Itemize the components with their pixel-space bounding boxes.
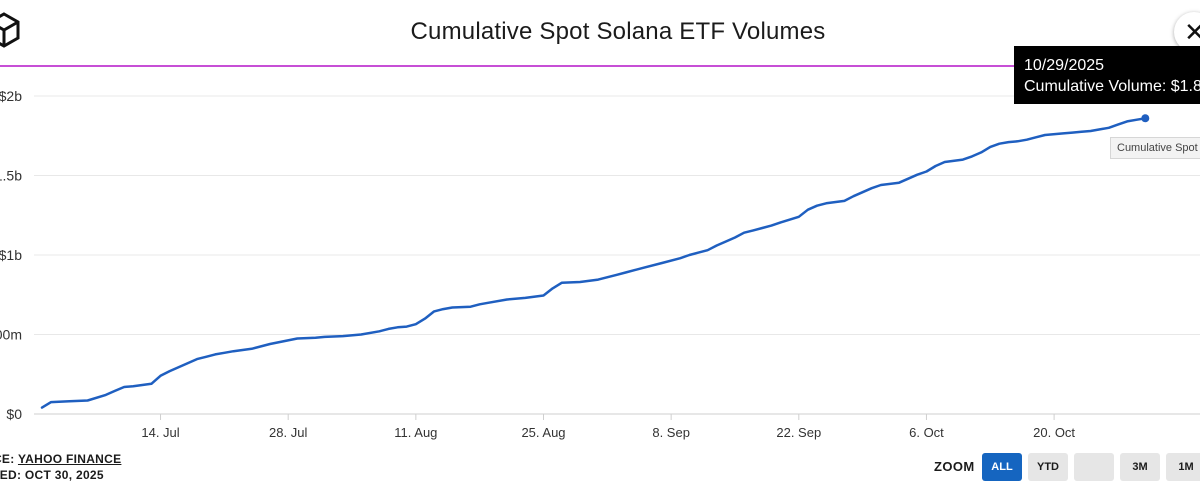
accent-divider bbox=[0, 65, 1200, 67]
zoom-1m-button[interactable]: 1M bbox=[1166, 453, 1200, 481]
series-label-tag: Cumulative Spot bbox=[1110, 137, 1200, 159]
close-icon: ✕ bbox=[1184, 18, 1200, 48]
series-end-point bbox=[1141, 114, 1150, 123]
zoom-blank-button[interactable] bbox=[1074, 453, 1114, 481]
x-tick-label: 20. Oct bbox=[1033, 425, 1075, 440]
x-tick-label: 25. Aug bbox=[521, 425, 565, 440]
updated-note: ATED: OCT 30, 2025 bbox=[0, 468, 104, 482]
x-tick-label: 22. Sep bbox=[776, 425, 821, 440]
y-tick-label: $1b bbox=[0, 247, 22, 263]
chart-title: Cumulative Spot Solana ETF Volumes bbox=[410, 18, 826, 45]
y-tick-label: $2b bbox=[0, 88, 22, 104]
brand-logo-icon bbox=[0, 12, 20, 48]
y-tick-label: 1.5b bbox=[0, 168, 22, 184]
close-button[interactable]: ✕ bbox=[1174, 12, 1200, 52]
tooltip-date: 10/29/2025 bbox=[1024, 57, 1105, 74]
x-tick-label: 11. Aug bbox=[394, 425, 437, 440]
zoom-label: ZOOM bbox=[934, 459, 975, 474]
tooltip-value: Cumulative Volume: $1.8 bbox=[1024, 78, 1200, 95]
source-note: RCE: YAHOO FINANCE bbox=[0, 452, 121, 466]
source-prefix: RCE: bbox=[0, 452, 15, 466]
x-tick-label: 28. Jul bbox=[269, 425, 307, 440]
x-tick-label: 8. Sep bbox=[652, 425, 690, 440]
zoom-3m-button[interactable]: 3M bbox=[1120, 453, 1160, 481]
series-line bbox=[40, 117, 1147, 409]
source-link[interactable]: YAHOO FINANCE bbox=[17, 452, 122, 466]
x-tick-label: 6. Oct bbox=[909, 425, 944, 440]
zoom-all-button[interactable]: ALL bbox=[982, 453, 1022, 481]
x-tick-label: 14. Jul bbox=[141, 425, 179, 440]
chart-tooltip: 10/29/2025 Cumulative Volume: $1.8 bbox=[1014, 46, 1200, 104]
y-tick-label: $0 bbox=[6, 406, 22, 422]
y-tick-label: 00m bbox=[0, 327, 22, 343]
zoom-ytd-button[interactable]: YTD bbox=[1028, 453, 1068, 481]
